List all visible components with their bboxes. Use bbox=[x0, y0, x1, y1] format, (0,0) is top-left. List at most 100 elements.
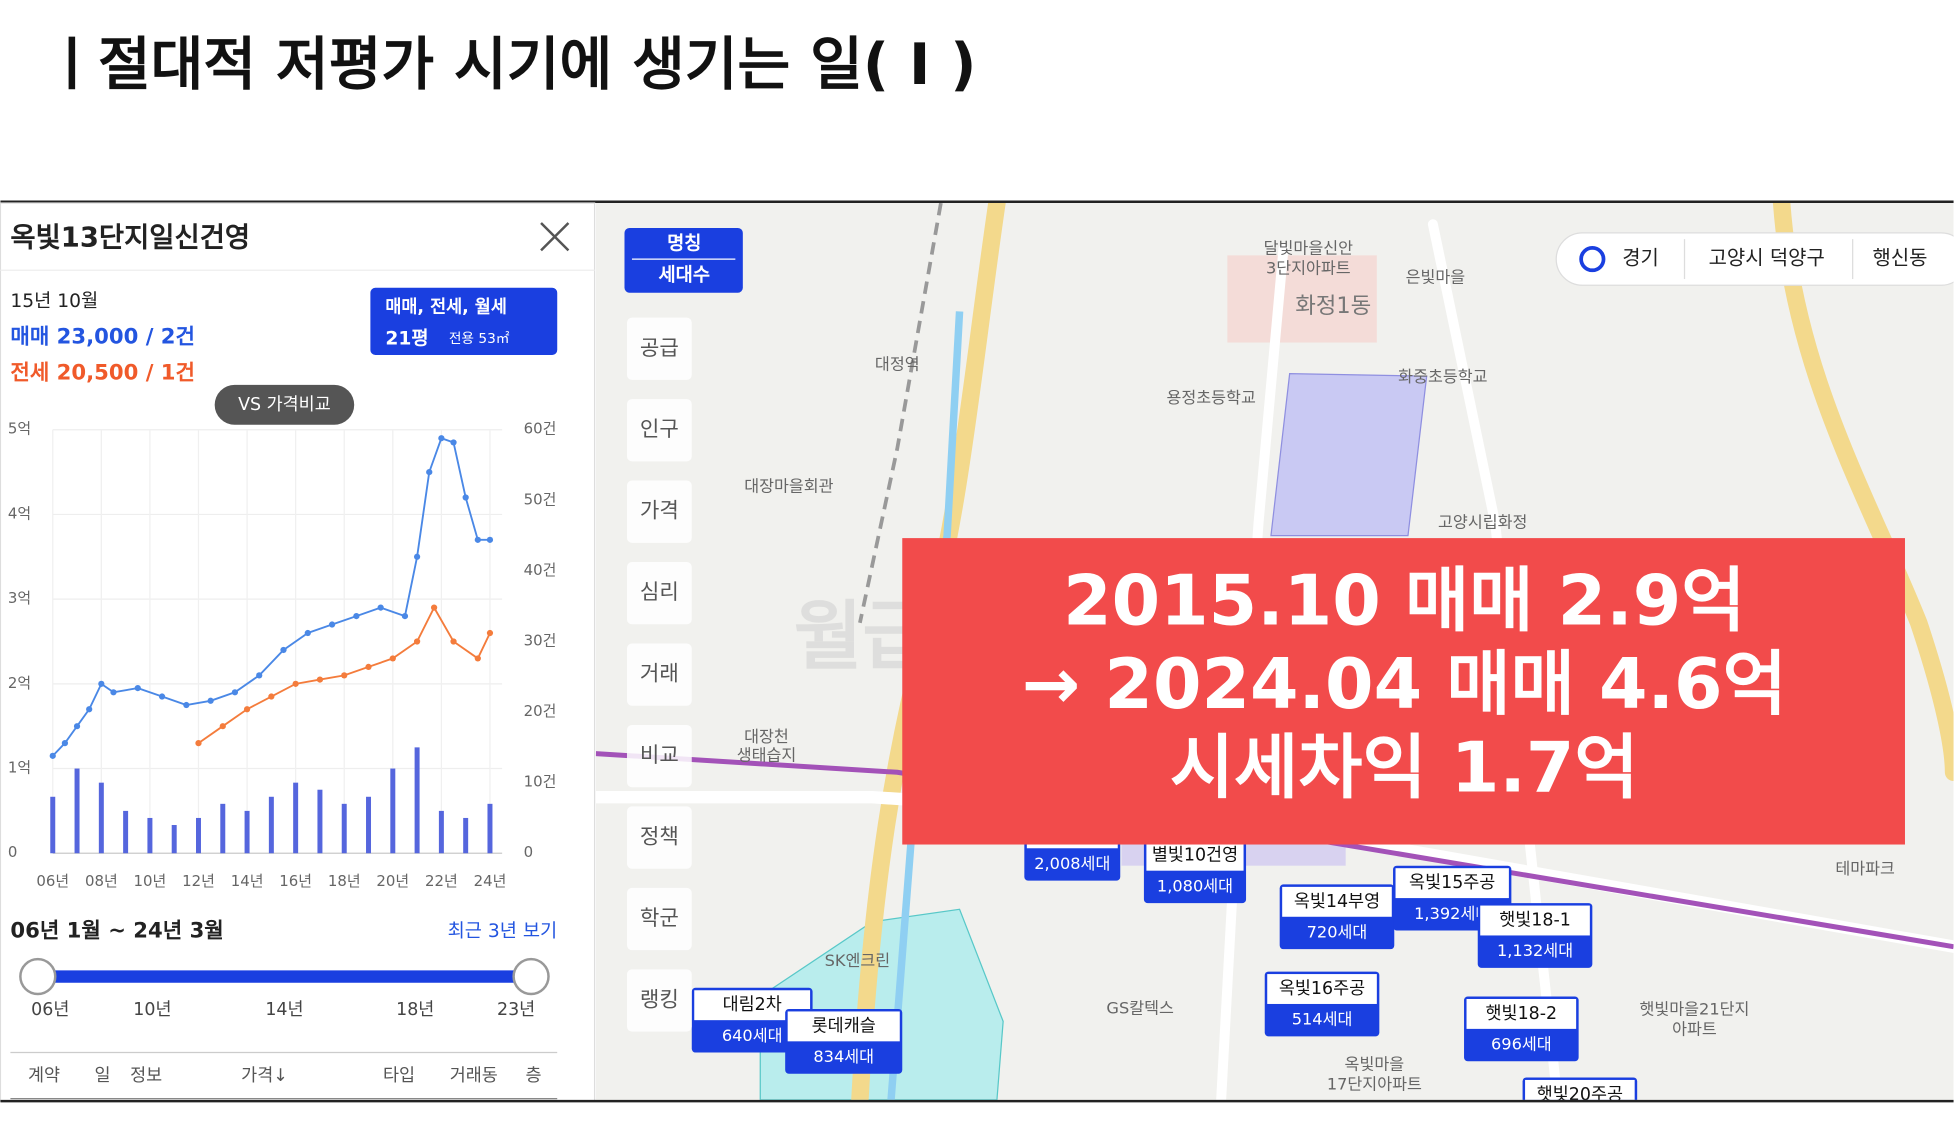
price-point bbox=[474, 655, 481, 662]
column-header[interactable]: 계약 bbox=[28, 1066, 60, 1086]
menu-button[interactable] bbox=[626, 969, 692, 1032]
price-point bbox=[438, 435, 445, 442]
menu-label[interactable]: 인구 bbox=[640, 416, 679, 441]
price-point bbox=[86, 706, 93, 713]
slider-handle[interactable] bbox=[512, 957, 550, 996]
area-sub[interactable]: 전용 53㎡ bbox=[449, 331, 510, 347]
price-point bbox=[110, 689, 117, 696]
marker-name-bg[interactable] bbox=[1480, 905, 1590, 936]
menu-button[interactable] bbox=[626, 806, 692, 869]
x-tick-label: 08년 bbox=[85, 872, 118, 890]
menu-label[interactable]: 비교 bbox=[640, 742, 679, 767]
column-header[interactable]: 일 bbox=[95, 1066, 111, 1086]
marker-count[interactable]: 640세대 bbox=[722, 1026, 783, 1045]
x-tick-label: 06년 bbox=[36, 872, 69, 890]
menu-button[interactable] bbox=[626, 724, 692, 788]
marker-name[interactable]: 햇빛18-2 bbox=[1486, 1004, 1558, 1024]
compare-label[interactable]: VS 가격비교 bbox=[238, 395, 331, 415]
y2-tick-label: 60건 bbox=[524, 420, 557, 438]
menu-button[interactable] bbox=[626, 562, 692, 625]
marker-name-bg[interactable] bbox=[1525, 1079, 1635, 1110]
recent-link[interactable]: 최근 3년 보기 bbox=[448, 921, 558, 942]
menu-button[interactable] bbox=[626, 887, 692, 951]
area-label[interactable]: 21평 bbox=[385, 328, 428, 349]
block bbox=[1227, 255, 1377, 343]
marker-name-bg[interactable] bbox=[1267, 974, 1377, 1004]
menu-button[interactable] bbox=[626, 480, 692, 543]
filter-button[interactable] bbox=[370, 287, 558, 355]
price-point bbox=[413, 553, 421, 560]
column-header[interactable]: 타입 bbox=[383, 1066, 415, 1086]
menu-button[interactable] bbox=[626, 317, 692, 380]
price-point bbox=[231, 689, 239, 696]
marker-name-bg[interactable] bbox=[787, 1011, 900, 1042]
menu-label[interactable]: 학군 bbox=[640, 905, 679, 930]
marker-name[interactable]: 햇빛20주공 bbox=[1537, 1085, 1623, 1105]
place-label: 용정초등학교 bbox=[1166, 388, 1255, 407]
menu-label[interactable]: 정책 bbox=[640, 824, 679, 849]
marker-count[interactable]: 1,132세대 bbox=[1497, 941, 1573, 960]
view-toggle[interactable] bbox=[624, 227, 743, 293]
marker-name[interactable]: 별빛10건영 bbox=[1152, 846, 1238, 866]
price-point bbox=[98, 680, 105, 687]
volume-bar bbox=[123, 810, 129, 854]
marker-name-bg[interactable] bbox=[1282, 886, 1392, 917]
marker-count[interactable]: 696세대 bbox=[1491, 1035, 1552, 1054]
price-point bbox=[353, 612, 360, 620]
y2-tick-label: 0 bbox=[524, 843, 534, 861]
marker-name[interactable]: 옥빛14부영 bbox=[1294, 892, 1380, 912]
marker-name[interactable]: 옥빛15주공 bbox=[1409, 873, 1495, 893]
y2-tick-label: 10건 bbox=[524, 773, 557, 791]
menu-label[interactable]: 공급 bbox=[640, 335, 679, 360]
column-header[interactable]: 정보 bbox=[130, 1066, 162, 1086]
menu-label[interactable]: 거래 bbox=[640, 661, 679, 686]
price-line bbox=[197, 605, 491, 744]
column-header[interactable]: 층 bbox=[526, 1066, 542, 1086]
x-tick-label: 20년 bbox=[376, 872, 409, 890]
marker-name[interactable]: 옥빛16주공 bbox=[1279, 979, 1365, 999]
x-tick-label: 12년 bbox=[182, 872, 215, 890]
price-point bbox=[328, 621, 336, 628]
location-item[interactable]: 경기 bbox=[1622, 247, 1659, 270]
compare-button[interactable] bbox=[214, 384, 355, 425]
menu-label[interactable]: 랭킹 bbox=[640, 986, 679, 1011]
marker-count[interactable]: 2,008세대 bbox=[1034, 854, 1110, 873]
y-tick-label: 1억 bbox=[8, 759, 31, 777]
x-tick-label: 22년 bbox=[425, 872, 458, 890]
view-button[interactable]: 세대수 bbox=[659, 265, 711, 286]
marker-name-bg[interactable] bbox=[1395, 868, 1509, 899]
marker-name[interactable]: 햇빛18-1 bbox=[1499, 911, 1571, 931]
location-item[interactable]: 행신동 bbox=[1873, 247, 1928, 270]
location-item[interactable]: 고양시 덕양구 bbox=[1709, 247, 1825, 270]
column-header[interactable]: 가격↓ bbox=[241, 1066, 288, 1086]
price-point bbox=[450, 638, 457, 645]
close-button[interactable] bbox=[540, 222, 570, 252]
marker-name[interactable]: 롯데캐슬 bbox=[812, 1016, 876, 1036]
slider-handle[interactable] bbox=[19, 957, 57, 996]
menu-label[interactable]: 심리 bbox=[640, 579, 679, 604]
slider-tick-label: 10년 bbox=[133, 1000, 171, 1020]
marker-count[interactable]: 720세대 bbox=[1307, 922, 1368, 941]
x-tick-label: 18년 bbox=[328, 872, 361, 890]
marker-count[interactable]: 834세대 bbox=[813, 1047, 874, 1066]
locate-icon[interactable] bbox=[1579, 246, 1606, 273]
marker-count[interactable]: 1,392세대 bbox=[1414, 904, 1490, 923]
price-point bbox=[486, 629, 494, 637]
marker-name-bg[interactable] bbox=[1146, 840, 1244, 871]
price-point bbox=[316, 676, 324, 683]
column-header[interactable]: 거래동 bbox=[450, 1066, 498, 1086]
place-label: SK엔크린 bbox=[825, 951, 891, 970]
menu-button[interactable] bbox=[626, 643, 692, 706]
volume-bar bbox=[390, 768, 396, 854]
menu-label[interactable]: 가격 bbox=[640, 498, 679, 523]
overlay-box bbox=[902, 538, 1905, 845]
marker-name[interactable]: 대림2차 bbox=[723, 995, 782, 1015]
filter-label[interactable]: 매매, 전세, 월세 bbox=[385, 298, 507, 318]
marker-count[interactable]: 1,080세대 bbox=[1157, 876, 1233, 895]
menu-button[interactable] bbox=[626, 399, 692, 462]
view-button[interactable]: 명칭 bbox=[667, 234, 701, 255]
marker-count[interactable]: 514세대 bbox=[1292, 1010, 1353, 1029]
price-point bbox=[365, 663, 372, 671]
marker-name-bg[interactable] bbox=[1466, 998, 1577, 1029]
table-header: 계약 일 정보 가격↓ 타입 거래동 층 bbox=[28, 1066, 542, 1086]
